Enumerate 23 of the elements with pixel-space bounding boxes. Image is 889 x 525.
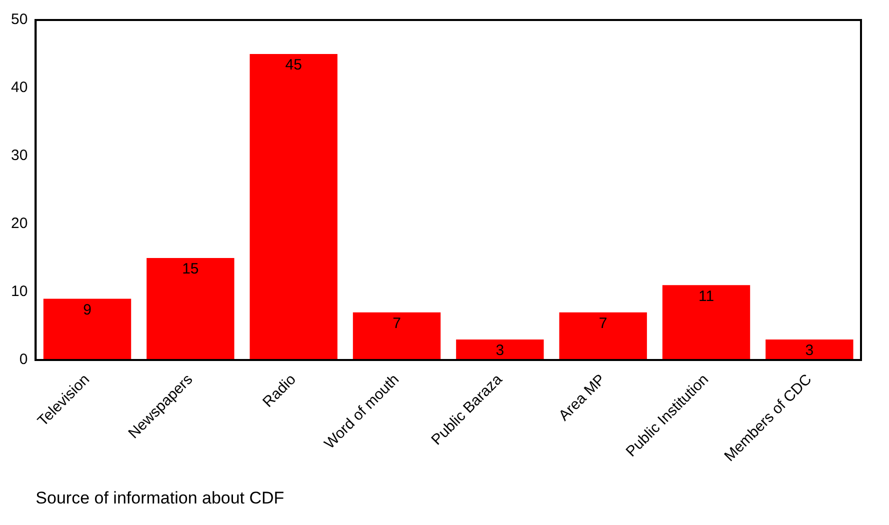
data-label: 7 bbox=[392, 315, 401, 332]
bar bbox=[352, 312, 441, 360]
bar bbox=[766, 340, 854, 360]
data-label: 3 bbox=[496, 342, 504, 360]
data-label: 7 bbox=[598, 315, 608, 332]
bar bbox=[559, 312, 647, 360]
data-label: 15 bbox=[182, 260, 199, 278]
x-axis-title: Source of information about CDF bbox=[36, 488, 284, 508]
bar bbox=[43, 298, 132, 360]
y-tick-label: 30 bbox=[10, 147, 28, 164]
y-tick-label: 40 bbox=[10, 79, 28, 96]
bar bbox=[146, 258, 234, 360]
bar bbox=[456, 340, 544, 360]
data-label: 11 bbox=[698, 288, 714, 305]
y-tick-label: 0 bbox=[19, 351, 28, 368]
bar bbox=[250, 54, 338, 360]
bar bbox=[662, 285, 750, 360]
y-tick-label: 20 bbox=[10, 215, 28, 232]
data-label: 3 bbox=[805, 342, 814, 360]
data-label: 9 bbox=[83, 301, 92, 318]
y-tick-label: 10 bbox=[10, 283, 28, 300]
y-tick-label: 50 bbox=[10, 11, 28, 28]
data-label: 45 bbox=[285, 56, 302, 74]
